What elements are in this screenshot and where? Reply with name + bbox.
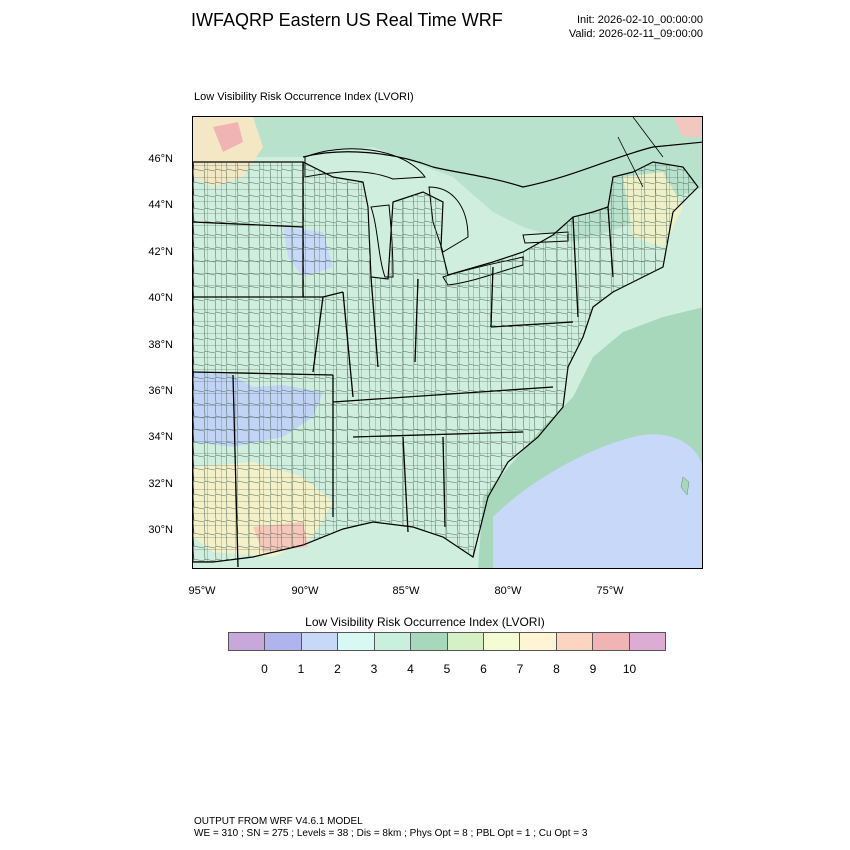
colorbar-tick-label: 8 <box>553 662 560 676</box>
map-subtitle: Low Visibility Risk Occurrence Index (LV… <box>194 91 414 103</box>
colorbar-swatch <box>301 633 339 650</box>
colorbar <box>228 632 666 651</box>
colorbar-tick-label: 3 <box>370 662 378 676</box>
high-index-area-maine <box>673 117 702 137</box>
lat-label: 42°N <box>148 246 173 258</box>
lat-label: 40°N <box>148 292 173 304</box>
lat-label: 30°N <box>148 524 173 536</box>
quebec-borders <box>617 117 664 188</box>
colorbar-tick-label: 10 <box>622 662 637 676</box>
lon-label: 95°W <box>188 585 216 597</box>
low-index-area-ocean <box>493 434 702 568</box>
map-graphic <box>193 117 702 568</box>
colorbar-swatch <box>229 633 266 650</box>
lat-label: 32°N <box>148 478 173 490</box>
init-time: Init: 2026-02-10_00:00:00 <box>577 14 703 26</box>
canada-border <box>302 141 702 188</box>
colorbar-tick-label: 2 <box>334 662 341 676</box>
valid-time: Valid: 2026-02-11_09:00:00 <box>568 28 703 40</box>
lat-label: 44°N <box>148 199 173 211</box>
lat-label: 38°N <box>148 339 173 351</box>
latitude-axis: 46°N 44°N 42°N 40°N 38°N 36°N 34°N 32°N … <box>135 116 173 569</box>
colorbar-tick-label: 7 <box>516 662 524 676</box>
footer-config-line: WE = 310 ; SN = 275 ; Levels = 38 ; Dis … <box>194 828 588 839</box>
colorbar-tick-label: 9 <box>589 662 597 676</box>
lon-label: 75°W <box>596 585 624 597</box>
footer-model-line: OUTPUT FROM WRF V4.6.1 MODEL <box>194 816 363 827</box>
lon-label: 90°W <box>291 585 319 597</box>
colorbar-tick-label: 1 <box>297 662 305 676</box>
colorbar-swatch <box>520 633 557 650</box>
lon-label: 85°W <box>392 585 420 597</box>
model-footer: OUTPUT FROM WRF V4.6.1 MODEL WE = 310 ; … <box>194 816 587 840</box>
colorbar-title: Low Visibility Risk Occurrence Index (LV… <box>305 615 545 629</box>
colorbar-swatch <box>265 633 302 650</box>
lat-label: 36°N <box>148 385 173 397</box>
lat-label: 46°N <box>148 153 173 165</box>
colorbar-swatch <box>411 633 448 650</box>
state-boundaries <box>193 162 614 568</box>
colorbar-tick-label: 4 <box>407 662 414 676</box>
very-high-index-area-north <box>213 122 243 152</box>
run-info: Init: 2026-02-10_00:00:00 Valid: 2026-02… <box>569 13 703 41</box>
colorbar-swatch <box>374 633 412 650</box>
us-counties-overlay <box>193 162 698 562</box>
colorbar-swatch <box>629 633 666 650</box>
colorbar-swatch <box>556 633 594 650</box>
colorbar-swatch <box>593 633 630 650</box>
canada-region <box>193 117 702 242</box>
longitude-axis: 95°W 90°W 85°W 80°W 75°W <box>188 585 703 601</box>
page-title: IWFAQRP Eastern US Real Time WRF <box>191 10 503 30</box>
colorbar-swatch <box>447 633 484 650</box>
colorbar-tick-label: 0 <box>261 662 268 676</box>
colorbar-swatch <box>483 633 521 650</box>
map-panel <box>192 116 703 569</box>
lat-label: 34°N <box>148 431 173 443</box>
colorbar-ticks: 0 1 2 3 4 5 6 7 8 9 10 <box>228 662 666 676</box>
bermuda-feature <box>680 476 690 496</box>
colorbar-tick-label: 6 <box>480 662 487 676</box>
lon-label: 80°W <box>494 585 522 597</box>
colorbar-swatch <box>338 633 375 650</box>
colorbar-tick-label: 5 <box>443 662 451 676</box>
